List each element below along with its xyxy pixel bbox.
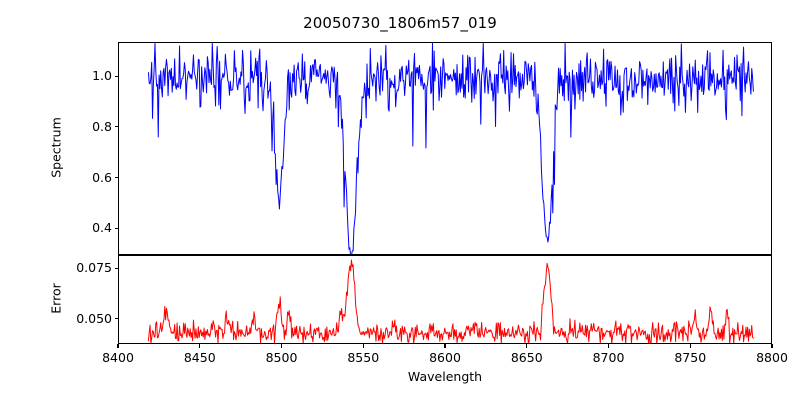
y-tick-error-0: [114, 318, 118, 320]
y-tick-label-error-0: 0.050: [76, 310, 112, 326]
x-tick-8: [771, 344, 773, 348]
error-plot-area: [118, 255, 772, 344]
y-tick-spectrum-2: [114, 126, 118, 128]
x-tick-label-3: 8550: [347, 350, 380, 365]
x-tick-0: [117, 344, 119, 348]
y-tick-spectrum-0: [114, 227, 118, 229]
x-tick-4: [444, 344, 446, 348]
x-tick-label-1: 8450: [183, 350, 216, 365]
x-tick-1: [199, 344, 201, 348]
y-tick-error-1: [114, 267, 118, 269]
x-tick-7: [689, 344, 691, 348]
spectrum-line-series: [147, 43, 754, 254]
x-tick-3: [362, 344, 364, 348]
x-tick-6: [607, 344, 610, 348]
x-tick-label-4: 8600: [429, 350, 461, 365]
y-tick-label-spectrum-1: 0.6: [92, 169, 112, 185]
x-tick-2: [280, 344, 283, 348]
spectrum-trace: [147, 43, 754, 254]
spectrum-y-axis-label: Spectrum: [48, 116, 64, 178]
x-axis-label: Wavelength: [407, 369, 483, 384]
error-y-axis-label: Error: [48, 282, 64, 314]
y-tick-spectrum-1: [114, 177, 118, 179]
y-tick-label-spectrum-0: 0.4: [92, 220, 112, 236]
x-tick-label-8: 8800: [756, 350, 788, 365]
error-trace: [147, 259, 754, 343]
x-tick-label-2: 8500: [265, 350, 298, 365]
x-tick-5: [526, 344, 528, 348]
y-tick-spectrum-3: [114, 75, 118, 77]
chart-title: 20050730_1806m57_019: [303, 14, 497, 32]
x-tick-label-5: 8650: [510, 350, 543, 365]
spectrum-plot-area: [118, 42, 772, 255]
x-tick-label-7: 8750: [674, 350, 707, 365]
y-tick-label-spectrum-2: 0.8: [92, 118, 112, 134]
x-tick-label-0: 8400: [102, 350, 134, 365]
error-line-series: [147, 259, 754, 343]
y-tick-label-spectrum-3: 1.0: [92, 68, 112, 84]
y-tick-label-error-1: 0.075: [76, 260, 112, 276]
x-tick-label-6: 8700: [592, 350, 625, 365]
